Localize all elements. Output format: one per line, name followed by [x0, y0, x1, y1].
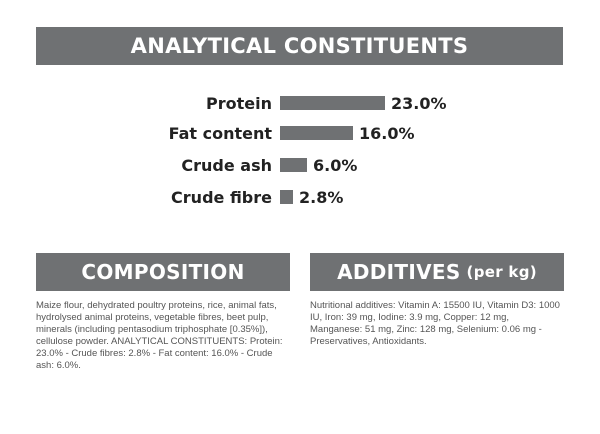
constituent-value: 6.0%	[313, 155, 358, 175]
composition-text: Maize flour, dehydrated poultry proteins…	[36, 300, 283, 371]
constituent-bar	[280, 96, 385, 110]
constituent-label: Fat content	[168, 123, 272, 143]
analytical-constituents-banner: ANALYTICAL CONSTITUENTS	[36, 27, 563, 65]
additives-title-suffix: (per kg)	[466, 263, 537, 281]
constituent-row: Crude fibre 2.8%	[0, 184, 600, 210]
additives-title: ADDITIVES	[337, 260, 461, 284]
constituent-row: Protein 23.0%	[0, 90, 600, 116]
constituent-value: 23.0%	[391, 93, 447, 113]
constituent-label: Crude fibre	[171, 187, 272, 207]
constituent-label: Crude ash	[181, 155, 272, 175]
composition-banner: COMPOSITION	[36, 253, 290, 291]
analytical-constituents-title: ANALYTICAL CONSTITUENTS	[130, 34, 469, 58]
additives-banner: ADDITIVES (per kg)	[310, 253, 564, 291]
constituent-bar	[280, 190, 293, 204]
constituent-row: Crude ash 6.0%	[0, 152, 600, 178]
constituent-label: Protein	[206, 93, 272, 113]
constituent-bar	[280, 158, 307, 172]
constituent-bar	[280, 126, 353, 140]
constituent-value: 2.8%	[299, 187, 344, 207]
constituent-row: Fat content 16.0%	[0, 120, 600, 146]
composition-title: COMPOSITION	[81, 260, 245, 284]
constituent-value: 16.0%	[359, 123, 415, 143]
additives-text: Nutritional additives: Vitamin A: 15500 …	[310, 300, 560, 347]
